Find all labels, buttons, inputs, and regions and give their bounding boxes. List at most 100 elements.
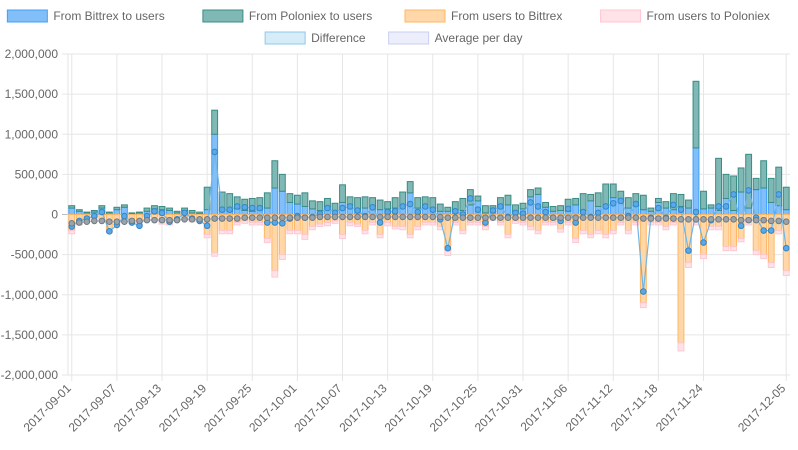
- bar-users-to-poloniex[interactable]: [639, 302, 647, 309]
- average-point[interactable]: [75, 219, 83, 226]
- average-point[interactable]: [519, 214, 527, 222]
- average-point[interactable]: [609, 214, 617, 222]
- difference-point[interactable]: [722, 203, 730, 210]
- difference-point[interactable]: [399, 203, 406, 210]
- bar-bittrex-to-users[interactable]: [301, 205, 309, 216]
- bar-poloniex-to-users[interactable]: [594, 192, 602, 207]
- bar-users-to-poloniex[interactable]: [534, 230, 542, 235]
- average-point[interactable]: [233, 215, 241, 222]
- average-point[interactable]: [647, 215, 655, 222]
- bar-poloniex-to-users[interactable]: [700, 190, 707, 210]
- bar-bittrex-to-users[interactable]: [466, 204, 474, 215]
- bar-poloniex-to-users[interactable]: [143, 207, 151, 212]
- average-point[interactable]: [655, 215, 662, 222]
- average-point[interactable]: [459, 214, 467, 222]
- average-point[interactable]: [106, 218, 113, 226]
- bar-bittrex-to-users[interactable]: [286, 201, 294, 215]
- bar-poloniex-to-users[interactable]: [677, 193, 685, 207]
- bar-users-to-poloniex[interactable]: [271, 270, 279, 278]
- average-point[interactable]: [594, 214, 602, 222]
- bar-poloniex-to-users[interactable]: [339, 184, 346, 203]
- bar-poloniex-to-users[interactable]: [384, 201, 392, 210]
- average-point[interactable]: [760, 216, 767, 224]
- bar-bittrex-to-users[interactable]: [707, 207, 715, 216]
- bar-users-to-poloniex[interactable]: [414, 226, 422, 231]
- average-point[interactable]: [685, 216, 692, 223]
- bar-users-to-poloniex[interactable]: [722, 246, 730, 252]
- average-point[interactable]: [429, 213, 437, 221]
- bar-users-to-poloniex[interactable]: [436, 226, 444, 231]
- bar-poloniex-to-users[interactable]: [782, 186, 790, 211]
- average-point[interactable]: [534, 214, 542, 222]
- bar-users-to-poloniex[interactable]: [677, 342, 685, 352]
- average-point[interactable]: [670, 215, 677, 222]
- bar-users-to-poloniex[interactable]: [339, 234, 346, 240]
- bar-users-to-poloniex[interactable]: [572, 238, 580, 244]
- bar-poloniex-to-users[interactable]: [308, 200, 316, 210]
- difference-point[interactable]: [655, 204, 662, 212]
- average-point[interactable]: [241, 214, 249, 222]
- difference-point[interactable]: [181, 209, 188, 217]
- bar-bittrex-to-users[interactable]: [730, 209, 738, 216]
- bar-bittrex-to-users[interactable]: [263, 207, 271, 216]
- bar-users-to-poloniex[interactable]: [542, 222, 550, 226]
- average-point[interactable]: [113, 218, 121, 226]
- bar-poloniex-to-users[interactable]: [481, 205, 489, 214]
- bar-users-to-poloniex[interactable]: [324, 222, 331, 227]
- bar-users-to-poloniex[interactable]: [241, 220, 249, 224]
- bar-users-to-poloniex[interactable]: [466, 222, 474, 226]
- bar-poloniex-to-users[interactable]: [136, 211, 143, 214]
- average-point[interactable]: [181, 216, 188, 223]
- bar-users-to-poloniex[interactable]: [669, 222, 677, 226]
- bar-poloniex-to-users[interactable]: [504, 194, 512, 206]
- bar-users-to-poloniex[interactable]: [609, 230, 617, 235]
- bar-poloniex-to-users[interactable]: [90, 209, 98, 213]
- difference-point[interactable]: [218, 206, 226, 213]
- bar-bittrex-to-users[interactable]: [572, 204, 580, 215]
- bar-poloniex-to-users[interactable]: [707, 204, 715, 209]
- bar-poloniex-to-users[interactable]: [572, 197, 580, 206]
- difference-point[interactable]: [700, 239, 707, 246]
- bar-poloniex-to-users[interactable]: [361, 196, 369, 209]
- average-point[interactable]: [188, 216, 196, 223]
- bar-poloniex-to-users[interactable]: [278, 173, 286, 192]
- bar-bittrex-to-users[interactable]: [737, 191, 745, 215]
- average-point[interactable]: [203, 216, 211, 223]
- bar-users-to-poloniex[interactable]: [68, 230, 76, 235]
- bar-users-to-poloniex[interactable]: [399, 226, 407, 231]
- difference-point[interactable]: [670, 201, 677, 209]
- average-point[interactable]: [309, 214, 316, 222]
- bar-poloniex-to-users[interactable]: [557, 205, 565, 211]
- bar-users-to-poloniex[interactable]: [263, 238, 271, 244]
- bar-bittrex-to-users[interactable]: [760, 187, 768, 216]
- bar-poloniex-to-users[interactable]: [639, 194, 647, 211]
- average-point[interactable]: [564, 214, 572, 222]
- average-point[interactable]: [91, 217, 98, 225]
- average-point[interactable]: [339, 213, 346, 221]
- difference-point[interactable]: [467, 195, 474, 202]
- difference-point[interactable]: [730, 191, 737, 198]
- bar-users-to-poloniex[interactable]: [233, 222, 241, 226]
- average-point[interactable]: [271, 214, 279, 222]
- bar-users-to-poloniex[interactable]: [504, 234, 512, 239]
- bar-bittrex-to-users[interactable]: [767, 201, 775, 215]
- bar-poloniex-to-users[interactable]: [519, 202, 527, 210]
- difference-point[interactable]: [444, 244, 452, 252]
- average-point[interactable]: [632, 214, 640, 222]
- average-point[interactable]: [700, 216, 707, 223]
- bar-bittrex-to-users[interactable]: [68, 207, 76, 216]
- bar-poloniex-to-users[interactable]: [775, 166, 783, 207]
- difference-point[interactable]: [203, 222, 211, 230]
- bar-poloniex-to-users[interactable]: [692, 80, 700, 149]
- bar-poloniex-to-users[interactable]: [83, 211, 91, 214]
- bar-users-to-poloniex[interactable]: [730, 246, 738, 252]
- bar-users-to-poloniex[interactable]: [632, 222, 640, 226]
- bar-bittrex-to-users[interactable]: [241, 209, 249, 216]
- bar-poloniex-to-users[interactable]: [542, 201, 550, 208]
- bar-bittrex-to-users[interactable]: [278, 190, 286, 215]
- difference-point[interactable]: [279, 220, 286, 227]
- bar-users-to-poloniex[interactable]: [308, 226, 316, 231]
- average-point[interactable]: [406, 213, 414, 221]
- average-point[interactable]: [166, 216, 173, 224]
- average-point[interactable]: [557, 214, 564, 222]
